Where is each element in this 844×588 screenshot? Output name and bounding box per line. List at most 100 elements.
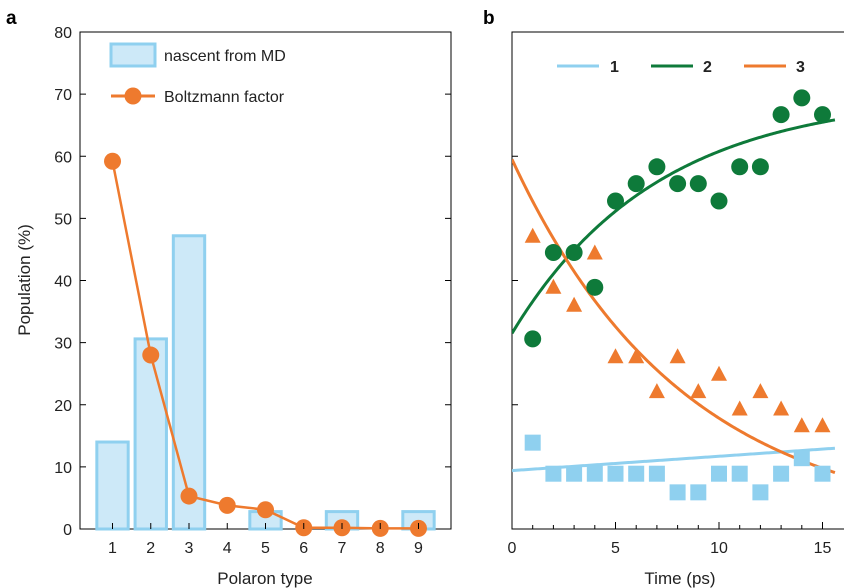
panel-a-boltzmann-line [104, 152, 427, 537]
legend-bar-swatch [109, 42, 157, 68]
bar-type-1 [95, 440, 130, 531]
point-series-1 [566, 465, 583, 482]
panel-b-fit-curves [512, 118, 836, 474]
point-series-3 [752, 383, 769, 399]
legend-series-2-label: 2 [703, 59, 712, 76]
panel-a-x-tick-label: 9 [414, 540, 423, 557]
panel-b-y-ticks [512, 31, 518, 530]
panel-a-x-axis-label: Polaron type [217, 569, 312, 588]
bar-type-2 [133, 337, 168, 531]
point-series-3 [566, 296, 583, 312]
panel-a-x-ticks: 1 2 3 4 5 6 7 8 9 [108, 523, 423, 557]
panel-b-x-tick-label: 0 [508, 540, 517, 557]
panel-b: b 0 5 10 15 Time (ps) 1 2 3 [483, 8, 844, 588]
panel-a: a 0 10 20 30 40 50 60 70 80 1 2 3 4 5 6 7 8 9 Polaron ty… [6, 8, 452, 588]
point-series-3 [814, 417, 831, 433]
point-series-2 [710, 192, 728, 210]
point-series-1 [545, 465, 562, 482]
point-series-3 [773, 400, 790, 416]
point-series-1 [690, 484, 707, 501]
panel-a-y-axis-label: Population (%) [15, 224, 34, 336]
legend-bar-label: nascent from MD [164, 48, 286, 65]
panel-b-x-axis-label: Time (ps) [644, 569, 715, 588]
point-series-1 [752, 484, 769, 501]
panel-b-x-ticks: 0 5 10 15 [508, 522, 832, 557]
panel-a-y-tick-label: 40 [54, 274, 72, 291]
point-series-3 [711, 365, 727, 381]
panel-a-y-tick-label: 0 [63, 522, 72, 539]
point-series-3 [524, 227, 541, 243]
panel-a-y-tick-label: 20 [54, 398, 72, 415]
point-series-3 [690, 383, 707, 399]
panel-a-x-tick-label: 3 [185, 540, 194, 557]
panel-a-x-tick-label: 5 [261, 540, 270, 557]
panel-a-x-tick-label: 4 [223, 540, 232, 557]
panel-a-x-tick-label: 2 [146, 540, 155, 557]
point-series-3 [793, 417, 810, 433]
point-series-1 [793, 450, 810, 467]
point-series-3 [669, 348, 686, 364]
point-series-2 [731, 158, 749, 176]
point-series-3 [628, 348, 645, 364]
point-series-3 [545, 278, 562, 294]
panel-a-x-tick-label: 7 [338, 540, 347, 557]
panel-b-x-tick-label: 10 [710, 540, 728, 557]
panel-b-points [524, 89, 831, 501]
point-series-1 [607, 465, 624, 482]
panel-a-y-tick-label: 10 [54, 460, 72, 477]
point-series-2 [607, 192, 624, 210]
fit-curve-series-2 [512, 118, 836, 335]
panel-a-y-tick-label: 50 [54, 211, 72, 228]
panel-b-x-tick-label: 5 [611, 540, 620, 557]
point-series-2 [586, 278, 604, 296]
point-series-2 [648, 158, 666, 176]
panel-a-y-tick-label: 60 [54, 149, 72, 166]
point-series-1 [669, 484, 686, 501]
point-series-1 [711, 465, 727, 482]
panel-a-y-tick-label: 70 [54, 87, 72, 104]
point-series-2 [751, 158, 769, 176]
legend-series-1-label: 1 [610, 59, 619, 76]
boltzmann-point-4 [218, 496, 236, 514]
point-series-3 [731, 400, 748, 416]
panel-a-x-tick-label: 6 [299, 540, 308, 557]
panel-a-y-ticks: 0 10 20 30 40 50 60 70 80 [54, 25, 451, 539]
boltzmann-point-1 [104, 152, 122, 170]
point-series-1 [814, 465, 831, 482]
panel-a-x-tick-label: 8 [376, 540, 385, 557]
bar-type-3 [171, 234, 207, 531]
legend-series-3-label: 3 [796, 59, 805, 76]
boltzmann-point-5 [257, 501, 274, 519]
point-series-3 [607, 348, 624, 364]
point-series-2 [793, 89, 811, 107]
point-series-2 [627, 175, 645, 193]
panel-a-x-tick-label: 1 [108, 540, 117, 557]
panel-a-y-tick-label: 80 [54, 25, 72, 42]
panel-a-y-tick-label: 30 [54, 336, 72, 353]
boltzmann-point-3 [180, 487, 198, 505]
point-series-3 [586, 244, 603, 260]
boltzmann-point-2 [142, 346, 160, 364]
point-series-1 [648, 465, 665, 482]
point-series-2 [565, 244, 583, 262]
point-series-1 [628, 465, 645, 482]
fit-curve-series-3 [512, 158, 836, 474]
point-series-2 [814, 106, 831, 124]
point-series-2 [669, 175, 687, 193]
panel-a-legend: nascent from MD Boltzmann factor [109, 42, 286, 106]
point-series-2 [689, 175, 707, 193]
point-series-1 [731, 465, 748, 482]
point-series-3 [648, 383, 665, 399]
point-series-1 [524, 434, 541, 451]
panel-b-legend: 1 2 3 [557, 59, 805, 76]
panel-a-label: a [6, 8, 17, 29]
legend-boltzmann-label: Boltzmann factor [164, 89, 285, 106]
point-series-1 [586, 465, 603, 482]
panel-a-bars [95, 234, 436, 531]
point-series-2 [524, 330, 542, 348]
point-series-2 [544, 244, 562, 262]
panel-b-label: b [483, 8, 495, 29]
point-series-1 [773, 465, 790, 482]
point-series-2 [772, 106, 790, 124]
